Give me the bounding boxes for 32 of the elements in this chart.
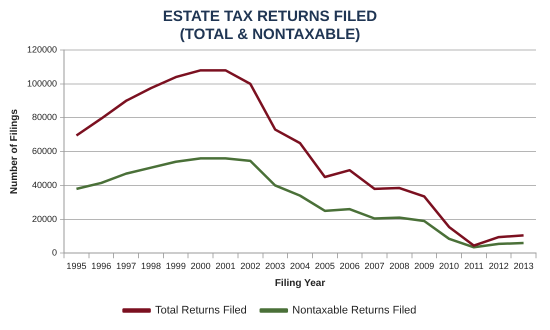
y-tick-label: 60000: [32, 146, 58, 156]
x-axis-title: Filing Year: [274, 278, 326, 289]
y-tick-label: 0: [52, 248, 58, 258]
x-tick-label: 2007: [364, 261, 385, 272]
x-tick-label: 1997: [116, 261, 136, 272]
x-tick-label: 2012: [488, 261, 509, 272]
y-tick-label: 80000: [32, 112, 58, 122]
x-tick-label: 1998: [140, 261, 161, 272]
x-tick-label: 2009: [414, 261, 434, 272]
y-tick-label: 40000: [32, 180, 58, 190]
legend-label: Total Returns Filed: [155, 304, 247, 317]
text: ESTATE TAX RETURNS FILED: [162, 8, 378, 26]
x-tick-label: 2002: [240, 261, 260, 272]
y-tick-label: 120000: [26, 44, 58, 54]
x-tick-label: 2008: [389, 261, 410, 272]
y-tick-label: 20000: [32, 214, 58, 224]
x-tick-label: 2006: [340, 261, 360, 272]
text: (TOTAL & NONTAXABLE): [180, 26, 360, 44]
x-tick-label: 2001: [215, 261, 236, 272]
x-tick-label: 2010: [439, 261, 460, 272]
x-tick-label: 2013: [514, 261, 534, 272]
x-tick-label: 1995: [66, 261, 86, 272]
x-tick-label: 2011: [464, 261, 484, 272]
x-tick-label: 2004: [290, 261, 310, 272]
legend-label: Nontaxable Returns Filed: [292, 304, 416, 317]
x-tick-label: 1996: [91, 261, 112, 272]
x-tick-label: 2000: [190, 261, 211, 272]
x-tick-label: 1999: [166, 261, 186, 272]
y-tick-label: 100000: [26, 78, 58, 88]
x-tick-label: 2003: [265, 261, 286, 272]
y-axis-title: Number of Filings: [8, 108, 20, 194]
x-tick-label: 2005: [314, 261, 335, 272]
